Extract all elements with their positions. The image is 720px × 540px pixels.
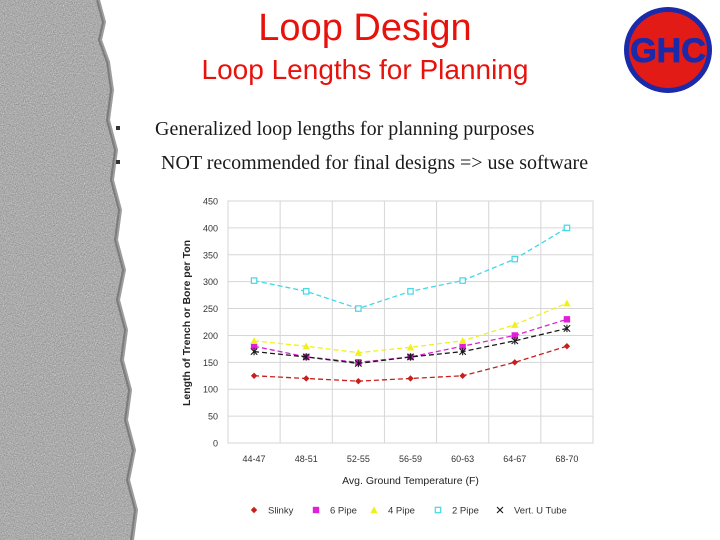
legend-entry: 4 Pipe xyxy=(370,506,415,517)
data-point xyxy=(354,348,363,356)
data-point xyxy=(563,343,571,350)
legend-label: 2 Pipe xyxy=(452,506,479,517)
legend-label: 4 Pipe xyxy=(388,506,415,517)
bullet-list: Generalized loop lengths for planning pu… xyxy=(112,114,712,182)
series-4-pipe xyxy=(250,299,571,356)
y-tick-label: 450 xyxy=(203,197,218,207)
legend-label: Slinky xyxy=(268,506,294,517)
data-point xyxy=(355,377,362,385)
legend-entry: Vert. U Tube xyxy=(496,506,567,517)
data-point xyxy=(563,316,571,323)
data-point xyxy=(250,337,258,345)
series-vert-u-tube xyxy=(250,324,571,368)
bullet-item: Generalized loop lengths for planning pu… xyxy=(112,114,712,148)
data-point xyxy=(458,337,467,345)
data-point xyxy=(302,342,310,350)
data-point xyxy=(354,359,362,368)
data-point xyxy=(406,343,415,351)
plot-area xyxy=(227,200,594,444)
y-tick-label: 300 xyxy=(203,277,218,287)
data-point xyxy=(406,353,415,361)
data-point xyxy=(511,255,519,263)
x-tick-label: 68-70 xyxy=(555,454,578,464)
x-tick-label: 44-47 xyxy=(243,454,266,464)
stone-texture-decoration xyxy=(0,0,139,540)
legend-entry: 6 Pipe xyxy=(312,506,357,517)
y-tick-label: 250 xyxy=(203,304,218,314)
y-tick-label: 350 xyxy=(203,250,218,260)
slide-title: Loop Design xyxy=(258,7,472,49)
legend-marker xyxy=(496,506,504,514)
legend-marker xyxy=(434,506,442,514)
x-tick-label: 48-51 xyxy=(295,454,318,464)
data-point xyxy=(459,277,466,284)
legend-entry: 2 Pipe xyxy=(434,506,479,517)
data-point xyxy=(511,337,519,345)
ghc-logo: GHC xyxy=(624,7,712,93)
data-point xyxy=(563,224,571,232)
bullet-text: Generalized loop lengths for planning pu… xyxy=(155,118,535,140)
data-point xyxy=(563,324,571,333)
y-axis-title: Length of Trench or Bore per Ton xyxy=(181,240,193,406)
data-point xyxy=(459,347,467,356)
bullet-marker xyxy=(116,160,120,164)
slide-subtitle: Loop Lengths for Planning xyxy=(201,54,529,85)
y-tick-label: 100 xyxy=(203,385,218,395)
legend-entry: Slinky xyxy=(250,506,294,517)
x-tick-label: 60-63 xyxy=(451,454,474,464)
data-point xyxy=(302,288,310,295)
legend-marker xyxy=(370,506,378,514)
data-point xyxy=(407,375,414,382)
data-point xyxy=(407,288,414,295)
data-point xyxy=(511,359,518,366)
data-point xyxy=(302,353,310,361)
legend-marker xyxy=(250,506,258,514)
series-slinky xyxy=(250,343,571,385)
legend-label: 6 Pipe xyxy=(330,506,357,517)
series-2-pipe xyxy=(250,224,571,312)
data-point xyxy=(250,347,258,356)
x-axis-title: Avg. Ground Temperature (F) xyxy=(342,475,479,487)
star-stroke xyxy=(496,506,504,514)
data-point xyxy=(250,343,258,350)
x-tick-label: 52-55 xyxy=(347,454,370,464)
y-tick-label: 50 xyxy=(208,412,218,422)
x-tick-label: 56-59 xyxy=(399,454,422,464)
y-tick-label: 200 xyxy=(203,331,218,341)
bullet-text: NOT recommended for final designs => use… xyxy=(161,152,589,174)
y-tick-label: 150 xyxy=(203,358,218,368)
y-tick-label: 0 xyxy=(213,439,218,449)
data-point xyxy=(563,299,571,307)
bullet-item: NOT recommended for final designs => use… xyxy=(112,148,712,182)
data-point xyxy=(355,305,362,312)
data-point xyxy=(459,372,466,379)
y-tick-label: 400 xyxy=(203,223,218,233)
data-point xyxy=(459,343,466,350)
logo-text: GHC xyxy=(630,32,706,70)
data-point xyxy=(511,320,519,328)
legend-label: Vert. U Tube xyxy=(514,506,567,517)
x-tick-label: 64-67 xyxy=(503,454,526,464)
bullet-marker xyxy=(116,126,120,130)
data-point xyxy=(250,372,258,379)
legend-marker xyxy=(312,506,320,514)
data-point xyxy=(303,375,310,382)
data-point xyxy=(250,277,258,284)
data-point xyxy=(511,332,518,339)
